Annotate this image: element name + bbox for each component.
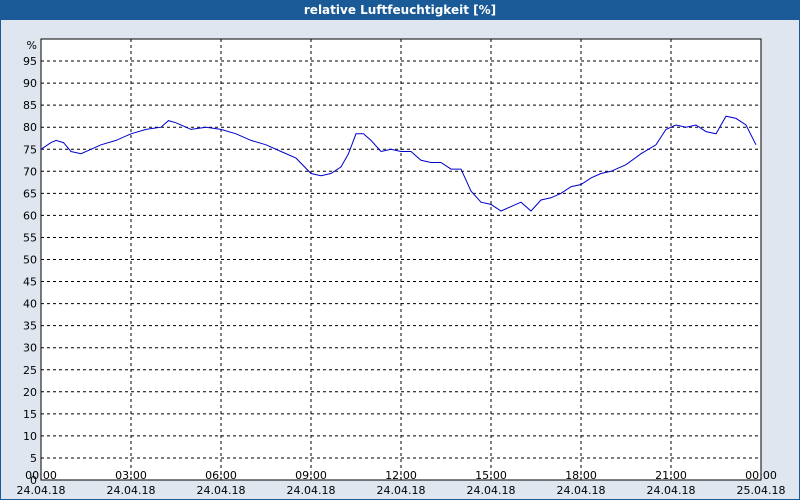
x-tick-time-label: 00:00 (25, 469, 57, 482)
x-tick-time-label: 09:00 (295, 469, 327, 482)
y-tick-label: 15 (23, 408, 37, 421)
y-tick-label: 25 (23, 364, 37, 377)
chart-title: relative Luftfeuchtigkeit [%] (303, 3, 497, 17)
x-tick-time-label: 00:00 (745, 469, 777, 482)
x-tick-time-label: 06:00 (205, 469, 237, 482)
humidity-line (40, 115, 757, 212)
y-tick-label: 80 (23, 121, 37, 134)
y-tick-label: 30 (23, 342, 37, 355)
x-tick-date-label: 24.04.18 (17, 484, 66, 497)
y-tick-label: 40 (23, 298, 37, 311)
y-tick-label: 85 (23, 99, 37, 112)
y-tick-label: 95 (23, 55, 37, 68)
x-tick-date-label: 25.04.18 (737, 484, 786, 497)
y-tick-label: 50 (23, 254, 37, 267)
y-axis-unit-label: % (27, 39, 37, 52)
y-tick-label: 55 (23, 231, 37, 244)
y-tick-label: 90 (23, 77, 37, 90)
chart-panel: 0 5 10 15 20 25 30 35 40 45 50 55 60 65 70 75 80 85 90 95 0… (1, 20, 799, 499)
y-tick-label: 5 (30, 452, 37, 465)
y-tick-label: 60 (23, 209, 37, 222)
x-tick-date-label: 24.04.18 (647, 484, 696, 497)
x-tick-date-label: 24.04.18 (467, 484, 516, 497)
x-tick-date-label: 24.04.18 (377, 484, 426, 497)
x-tick-date-label: 24.04.18 (107, 484, 156, 497)
x-tick-time-label: 18:00 (565, 469, 597, 482)
x-tick-date-label: 24.04.18 (287, 484, 336, 497)
x-tick-date-label: 24.04.18 (197, 484, 246, 497)
x-axis-ticks: 00:0024.04.1803:0024.04.1806:0024.04.180… (17, 469, 786, 497)
y-tick-label: 35 (23, 320, 37, 333)
y-tick-label: 10 (23, 430, 37, 443)
y-tick-label: 0 (30, 474, 37, 487)
x-tick-date-label: 24.04.18 (557, 484, 606, 497)
y-axis-ticks: 0 5 10 15 20 25 30 35 40 45 50 55 60 65 70 75 80 85 90 95 (23, 55, 37, 487)
y-tick-label: 75 (23, 143, 37, 156)
y-tick-label: 70 (23, 165, 37, 178)
humidity-chart: 0 5 10 15 20 25 30 35 40 45 50 55 60 65 70 75 80 85 90 95 0… (17, 38, 786, 497)
x-tick-time-label: 21:00 (655, 469, 687, 482)
x-tick-time-label: 03:00 (115, 469, 147, 482)
y-tick-label: 65 (23, 187, 37, 200)
x-tick-time-label: 15:00 (475, 469, 507, 482)
y-tick-label: 20 (23, 386, 37, 399)
y-tick-label: 45 (23, 276, 37, 289)
grid (41, 39, 761, 480)
series (40, 115, 757, 212)
x-tick-time-label: 12:00 (385, 469, 417, 482)
